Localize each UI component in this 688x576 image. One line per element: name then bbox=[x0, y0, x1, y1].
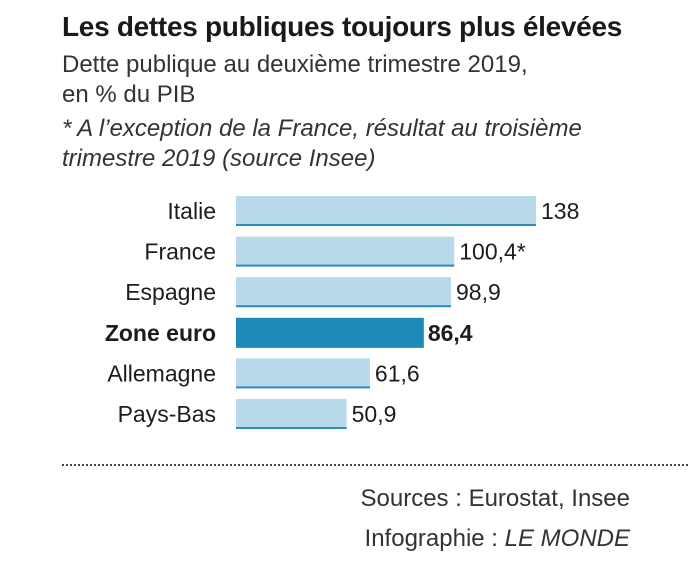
category-label-zone-euro: Zone euro bbox=[105, 320, 216, 346]
category-label-allemagne: Allemagne bbox=[107, 360, 216, 386]
bar-france bbox=[236, 236, 455, 267]
bar-allemagne bbox=[236, 358, 370, 389]
category-label-pays-bas: Pays-Bas bbox=[118, 401, 216, 427]
chart-note-line2: trimestre 2019 (source Insee) bbox=[62, 145, 376, 172]
chart-subtitle-line2: en % du PIB bbox=[62, 81, 196, 108]
chart-note-line1: * A l’exception de la France, résultat a… bbox=[62, 115, 582, 142]
bar-espagne bbox=[236, 277, 451, 308]
category-label-france: France bbox=[144, 239, 216, 265]
bar-baseline-france bbox=[236, 264, 455, 267]
infographie-credit: Infographie : LE MONDE bbox=[365, 524, 630, 554]
credit-brand: LE MONDE bbox=[504, 525, 630, 552]
value-label-allemagne: 61,6 bbox=[375, 360, 420, 386]
credit-prefix: Infographie : bbox=[364, 525, 505, 552]
bar-baseline-zone-euro bbox=[236, 345, 424, 348]
bar-baseline-allemagne bbox=[236, 386, 370, 389]
sources-text: Sources : Eurostat, Insee bbox=[360, 485, 630, 512]
bar-baseline-espagne bbox=[236, 305, 451, 308]
value-label-pays-bas: 50,9 bbox=[352, 401, 397, 427]
bar-zone-euro bbox=[236, 317, 424, 348]
value-label-italie: 138 bbox=[541, 198, 579, 224]
value-label-espagne: 98,9 bbox=[456, 279, 501, 305]
chart-subtitle-line1: Dette publique au deuxième trimestre 201… bbox=[62, 51, 528, 78]
category-label-espagne: Espagne bbox=[125, 279, 216, 305]
bar-baseline-italie bbox=[236, 224, 536, 226]
bar-italie bbox=[236, 196, 536, 226]
category-label-italie: Italie bbox=[167, 198, 216, 224]
bar-baseline-pays-bas bbox=[236, 427, 347, 429]
bar-chart: Italie 138 France 100,4* Espagne 98,9 Zone eur… bbox=[105, 196, 579, 429]
value-label-france: 100,4* bbox=[459, 239, 526, 265]
bar-pays-bas bbox=[236, 399, 347, 429]
value-label-zone-euro: 86,4 bbox=[428, 320, 473, 346]
dotted-separator bbox=[62, 464, 688, 466]
chart-title: Les dettes publiques toujours plus élevé… bbox=[62, 11, 622, 42]
